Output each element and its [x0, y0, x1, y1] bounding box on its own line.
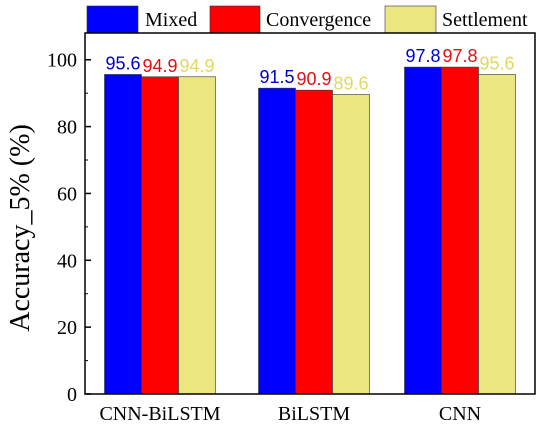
legend-label-convergence: Convergence — [266, 9, 371, 31]
bar-mixed-cnn-bilstm — [104, 74, 142, 395]
data-label-settlement-bilstm: 89.6 — [333, 74, 368, 94]
data-label-convergence-cnn-bilstm: 94.9 — [142, 56, 177, 76]
bar-mixed-cnn — [404, 66, 442, 395]
data-label-mixed-cnn-bilstm: 95.6 — [105, 53, 140, 73]
legend-label-settlement: Settlement — [442, 9, 528, 31]
bar-convergence-cnn-bilstm — [141, 76, 179, 395]
bar-mixed-bilstm — [258, 87, 296, 395]
legend-label-mixed: Mixed — [145, 9, 197, 31]
bar-convergence-bilstm — [295, 89, 333, 395]
data-label-mixed-bilstm: 91.5 — [259, 67, 294, 87]
legend: Mixed Convergence Settlement — [86, 5, 528, 34]
legend-swatch-convergence — [209, 5, 261, 34]
plot-frame — [84, 32, 536, 395]
bar-settlement-bilstm — [332, 94, 370, 395]
data-label-settlement-cnn-bilstm: 94.9 — [179, 56, 214, 76]
y-tick-label: 20 — [57, 317, 77, 339]
y-tick-label: 40 — [57, 250, 77, 272]
x-tick-label: CNN-BiLSTM — [99, 403, 220, 425]
data-label-convergence-cnn: 97.8 — [442, 46, 477, 66]
y-tick-label: 60 — [57, 183, 77, 205]
bar-convergence-cnn — [441, 66, 479, 395]
y-tick-label: 0 — [67, 384, 77, 406]
bar-settlement-cnn — [478, 74, 516, 395]
y-tick-label: 100 — [47, 50, 77, 72]
data-labels: 95.6 94.9 94.991.5 90.9 89.697.8 97.8 95.6 — [105, 46, 514, 93]
data-label-convergence-bilstm: 90.9 — [296, 69, 331, 89]
y-axis-title: Accuracy_5% (%) — [5, 124, 36, 332]
bar-settlement-cnn-bilstm — [178, 76, 216, 395]
legend-swatch-mixed — [86, 5, 139, 34]
axes: CNN-BiLSTM BiLSTM CNN 0 20 40 60 80 100 — [47, 32, 536, 425]
data-label-settlement-cnn: 95.6 — [479, 53, 514, 73]
bars — [104, 66, 516, 395]
y-tick-label: 80 — [57, 117, 77, 139]
x-tick-label: CNN — [439, 403, 481, 425]
data-label-mixed-cnn: 97.8 — [405, 46, 440, 66]
legend-swatch-settlement — [384, 5, 437, 34]
x-tick-label: BiLSTM — [278, 403, 350, 425]
